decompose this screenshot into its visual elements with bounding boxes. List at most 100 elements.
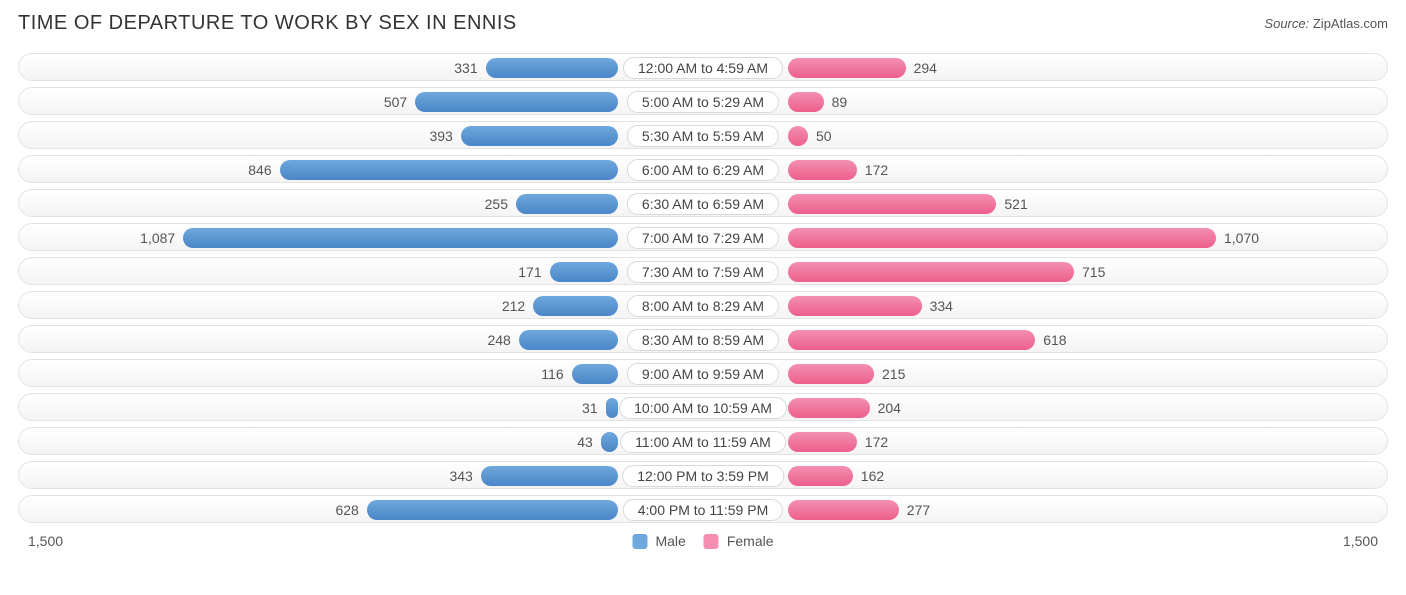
male-value-label: 628 <box>335 496 358 524</box>
female-value-label: 204 <box>878 394 901 422</box>
female-bar <box>788 296 922 316</box>
axis-max-left: 1,500 <box>28 533 63 549</box>
male-value-label: 331 <box>454 54 477 82</box>
female-value-label: 215 <box>882 360 905 388</box>
female-value-label: 618 <box>1043 326 1066 354</box>
legend-male-label: Male <box>655 533 685 549</box>
source-label: Source: <box>1264 16 1309 31</box>
male-value-label: 343 <box>449 462 472 490</box>
male-value-label: 846 <box>248 156 271 184</box>
female-swatch <box>704 534 719 549</box>
female-value-label: 89 <box>832 88 848 116</box>
category-label: 5:00 AM to 5:29 AM <box>627 91 779 113</box>
legend-item-female: Female <box>704 533 774 549</box>
female-bar <box>788 398 870 418</box>
female-bar <box>788 228 1216 248</box>
female-value-label: 521 <box>1004 190 1027 218</box>
female-bar <box>788 92 824 112</box>
male-bar <box>280 160 618 180</box>
female-bar <box>788 58 906 78</box>
male-bar <box>415 92 618 112</box>
female-bar <box>788 330 1035 350</box>
chart-row: 331 294 12:00 AM to 4:59 AM <box>18 53 1388 81</box>
male-value-label: 212 <box>502 292 525 320</box>
category-label: 7:00 AM to 7:29 AM <box>627 227 779 249</box>
chart-row: 43 172 11:00 AM to 11:59 AM <box>18 427 1388 455</box>
male-bar <box>572 364 618 384</box>
female-bar <box>788 466 853 486</box>
category-label: 8:00 AM to 8:29 AM <box>627 295 779 317</box>
male-value-label: 393 <box>429 122 452 150</box>
male-bar <box>601 432 618 452</box>
chart-title: TIME OF DEPARTURE TO WORK BY SEX IN ENNI… <box>18 12 517 35</box>
female-value-label: 715 <box>1082 258 1105 286</box>
male-bar <box>550 262 618 282</box>
female-bar <box>788 126 808 146</box>
chart-row: 116 215 9:00 AM to 9:59 AM <box>18 359 1388 387</box>
chart-footer: 1,500 Male Female 1,500 <box>18 529 1388 553</box>
chart-row: 343 162 12:00 PM to 3:59 PM <box>18 461 1388 489</box>
male-bar <box>486 58 618 78</box>
legend-item-male: Male <box>632 533 685 549</box>
male-bar <box>367 500 618 520</box>
male-bar <box>519 330 618 350</box>
female-bar <box>788 500 899 520</box>
male-swatch <box>632 534 647 549</box>
female-value-label: 172 <box>865 428 888 456</box>
pyramid-chart: 331 294 12:00 AM to 4:59 AM 507 89 5:00 AM to… <box>18 53 1388 523</box>
source-value: ZipAtlas.com <box>1313 16 1388 31</box>
category-label: 6:30 AM to 6:59 AM <box>627 193 779 215</box>
female-value-label: 277 <box>907 496 930 524</box>
male-bar <box>481 466 618 486</box>
female-bar <box>788 364 874 384</box>
category-label: 8:30 AM to 8:59 AM <box>627 329 779 351</box>
category-label: 7:30 AM to 7:59 AM <box>627 261 779 283</box>
header: TIME OF DEPARTURE TO WORK BY SEX IN ENNI… <box>18 12 1388 35</box>
chart-row: 507 89 5:00 AM to 5:29 AM <box>18 87 1388 115</box>
male-bar <box>183 228 618 248</box>
chart-row: 171 715 7:30 AM to 7:59 AM <box>18 257 1388 285</box>
female-bar <box>788 160 857 180</box>
category-label: 10:00 AM to 10:59 AM <box>619 397 787 419</box>
male-value-label: 248 <box>487 326 510 354</box>
chart-row: 212 334 8:00 AM to 8:29 AM <box>18 291 1388 319</box>
category-label: 12:00 PM to 3:59 PM <box>622 465 784 487</box>
category-label: 6:00 AM to 6:29 AM <box>627 159 779 181</box>
chart-row: 628 277 4:00 PM to 11:59 PM <box>18 495 1388 523</box>
male-value-label: 507 <box>384 88 407 116</box>
male-value-label: 255 <box>485 190 508 218</box>
source-attribution: Source: ZipAtlas.com <box>1264 16 1388 31</box>
female-value-label: 334 <box>930 292 953 320</box>
legend: Male Female <box>632 533 773 549</box>
category-label: 9:00 AM to 9:59 AM <box>627 363 779 385</box>
male-bar <box>533 296 618 316</box>
female-bar <box>788 194 996 214</box>
axis-max-right: 1,500 <box>1343 533 1378 549</box>
chart-row: 248 618 8:30 AM to 8:59 AM <box>18 325 1388 353</box>
female-bar <box>788 262 1074 282</box>
legend-female-label: Female <box>727 533 774 549</box>
male-value-label: 1,087 <box>140 224 175 252</box>
category-label: 4:00 PM to 11:59 PM <box>623 499 783 521</box>
female-bar <box>788 432 857 452</box>
male-value-label: 171 <box>518 258 541 286</box>
male-value-label: 116 <box>541 360 563 388</box>
female-value-label: 162 <box>861 462 884 490</box>
male-value-label: 43 <box>577 428 593 456</box>
male-bar <box>461 126 618 146</box>
female-value-label: 294 <box>914 54 937 82</box>
category-label: 12:00 AM to 4:59 AM <box>623 57 783 79</box>
male-bar <box>606 398 618 418</box>
category-label: 11:00 AM to 11:59 AM <box>620 431 786 453</box>
male-bar <box>516 194 618 214</box>
chart-row: 31 204 10:00 AM to 10:59 AM <box>18 393 1388 421</box>
male-value-label: 31 <box>582 394 598 422</box>
female-value-label: 1,070 <box>1224 224 1259 252</box>
female-value-label: 50 <box>816 122 832 150</box>
chart-row: 1,087 1,070 7:00 AM to 7:29 AM <box>18 223 1388 251</box>
chart-row: 393 50 5:30 AM to 5:59 AM <box>18 121 1388 149</box>
chart-row: 846 172 6:00 AM to 6:29 AM <box>18 155 1388 183</box>
female-value-label: 172 <box>865 156 888 184</box>
chart-row: 255 521 6:30 AM to 6:59 AM <box>18 189 1388 217</box>
category-label: 5:30 AM to 5:59 AM <box>627 125 779 147</box>
